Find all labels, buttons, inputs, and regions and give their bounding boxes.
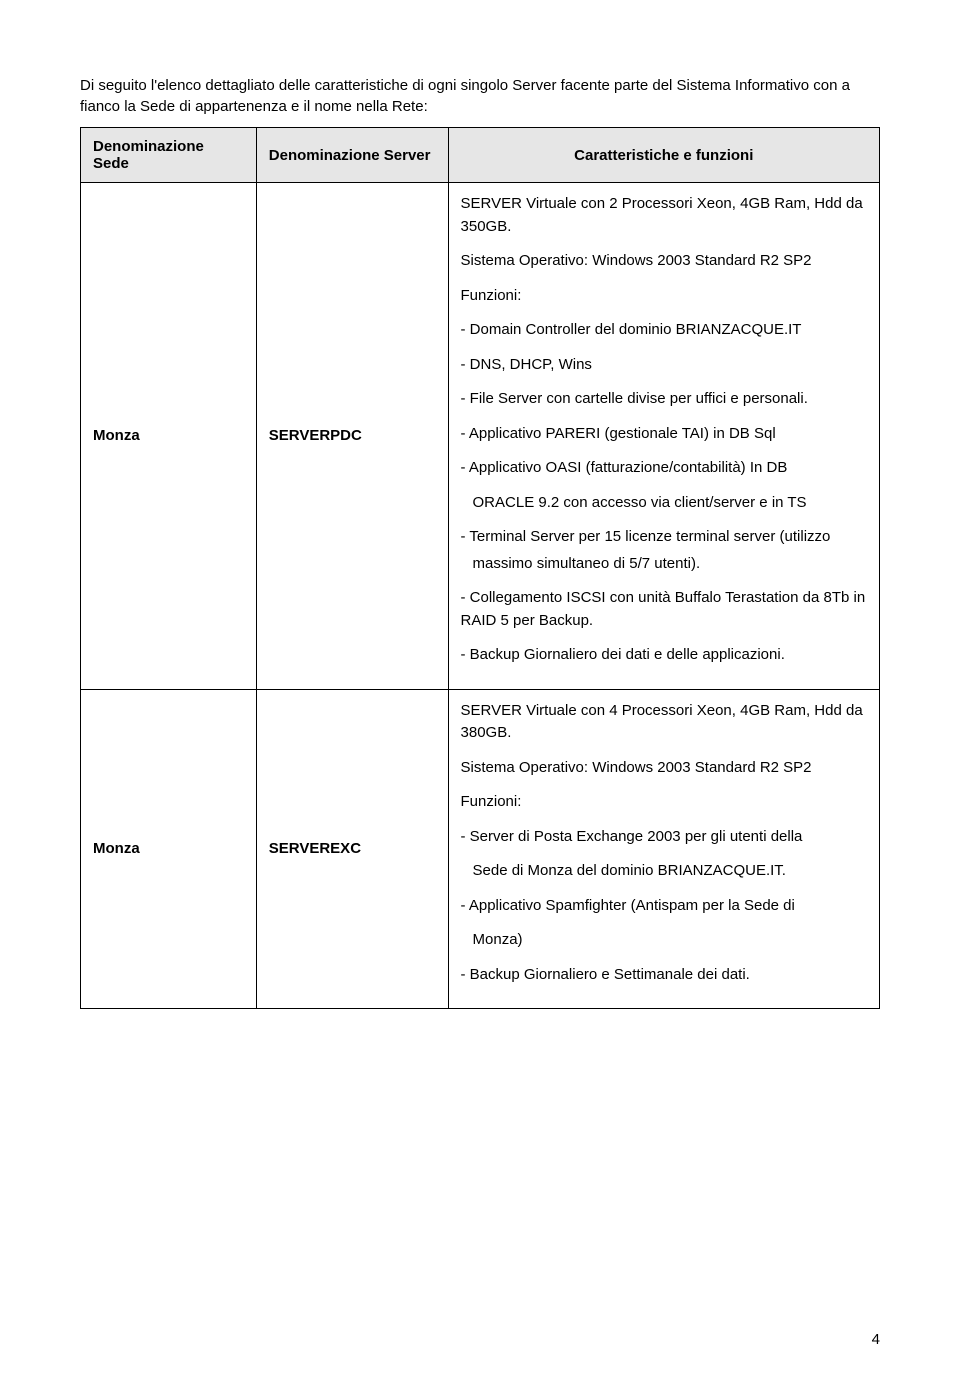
content-line: - Terminal Server per 15 licenze termina…: [461, 526, 867, 549]
cell-sede: Monza: [81, 689, 257, 1009]
header-caratt: Caratteristiche e funzioni: [448, 128, 879, 183]
content-line: ORACLE 9.2 con accesso via client/server…: [461, 492, 867, 515]
content-line: - DNS, DHCP, Wins: [461, 354, 867, 377]
server-table: Denominazione Sede Denominazione Server …: [80, 127, 880, 1009]
content-line: - Backup Giornaliero e Settimanale dei d…: [461, 964, 867, 987]
content-line: Funzioni:: [461, 791, 867, 814]
content-line: massimo simultaneo di 5/7 utenti).: [461, 553, 867, 576]
cell-server: SERVEREXC: [256, 689, 448, 1009]
content-line: - Domain Controller del dominio BRIANZAC…: [461, 319, 867, 342]
content-line: - Applicativo Spamfighter (Antispam per …: [461, 895, 867, 918]
content-line: Sistema Operativo: Windows 2003 Standard…: [461, 250, 867, 273]
intro-paragraph: Di seguito l'elenco dettagliato delle ca…: [80, 75, 880, 117]
table-row: Monza SERVERPDC SERVER Virtuale con 2 Pr…: [81, 183, 880, 690]
cell-content: SERVER Virtuale con 2 Processori Xeon, 4…: [448, 183, 879, 690]
header-server: Denominazione Server: [256, 128, 448, 183]
header-sede: Denominazione Sede: [81, 128, 257, 183]
content-line: - Applicativo OASI (fatturazione/contabi…: [461, 457, 867, 480]
page-number: 4: [872, 1331, 880, 1348]
content-line: SERVER Virtuale con 2 Processori Xeon, 4…: [461, 193, 867, 238]
content-line: SERVER Virtuale con 4 Processori Xeon, 4…: [461, 700, 867, 745]
content-line: - Collegamento ISCSI con unità Buffalo T…: [461, 587, 867, 632]
table-row: Monza SERVEREXC SERVER Virtuale con 4 Pr…: [81, 689, 880, 1009]
content-line: - File Server con cartelle divise per uf…: [461, 388, 867, 411]
content-line: Monza): [461, 929, 867, 952]
cell-sede: Monza: [81, 183, 257, 690]
page: Di seguito l'elenco dettagliato delle ca…: [0, 0, 960, 1373]
content-line: Sistema Operativo: Windows 2003 Standard…: [461, 757, 867, 780]
cell-content: SERVER Virtuale con 4 Processori Xeon, 4…: [448, 689, 879, 1009]
table-header-row: Denominazione Sede Denominazione Server …: [81, 128, 880, 183]
content-line: Funzioni:: [461, 285, 867, 308]
content-line: - Backup Giornaliero dei dati e delle ap…: [461, 644, 867, 667]
content-line: - Applicativo PARERI (gestionale TAI) in…: [461, 423, 867, 446]
cell-server: SERVERPDC: [256, 183, 448, 690]
content-line: - Server di Posta Exchange 2003 per gli …: [461, 826, 867, 849]
content-line: Sede di Monza del dominio BRIANZACQUE.IT…: [461, 860, 867, 883]
